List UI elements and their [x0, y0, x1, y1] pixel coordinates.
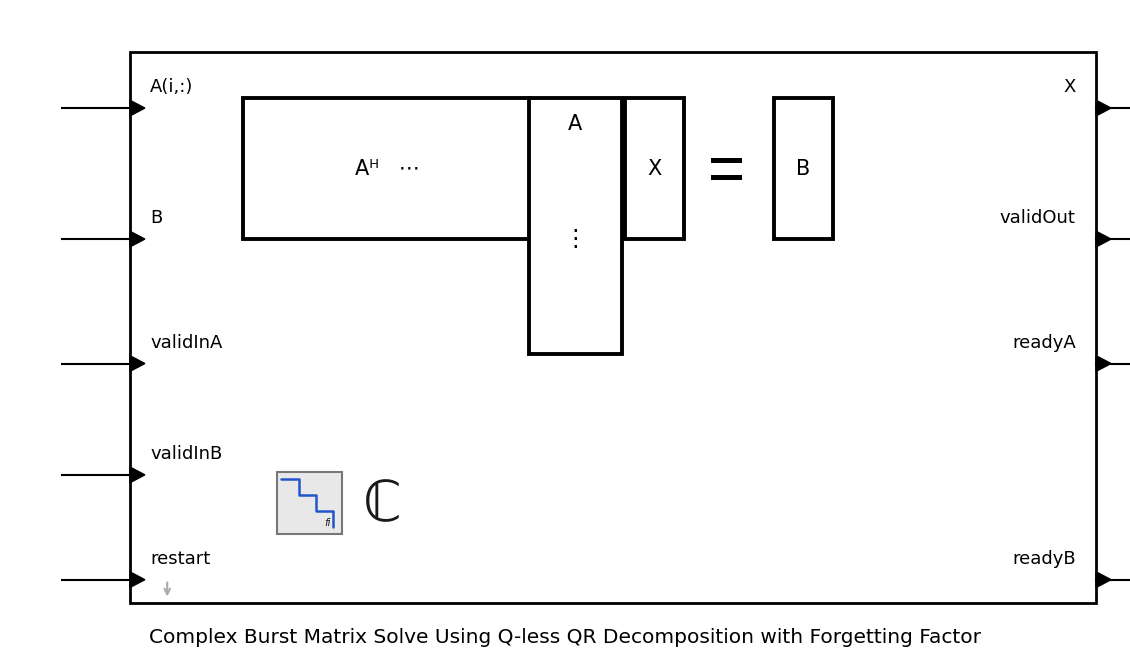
Text: restart: restart [150, 550, 210, 568]
Text: A: A [568, 115, 582, 134]
Bar [529, 98, 622, 354]
Text: A(i,:): A(i,:) [150, 79, 193, 96]
Polygon shape [130, 467, 145, 483]
Polygon shape [1096, 231, 1111, 247]
Text: readyA: readyA [1012, 334, 1076, 352]
Polygon shape [1096, 572, 1111, 588]
Bar [774, 98, 833, 239]
Bar [130, 52, 1096, 603]
Polygon shape [130, 572, 145, 588]
Text: ℂ: ℂ [363, 479, 401, 533]
Text: Complex Burst Matrix Solve Using Q-less QR Decomposition with Forgetting Factor: Complex Burst Matrix Solve Using Q-less … [149, 628, 981, 647]
Text: X: X [1063, 79, 1076, 96]
Polygon shape [1096, 356, 1111, 371]
Text: validInA: validInA [150, 334, 223, 352]
Text: B: B [797, 159, 810, 179]
Text: B: B [150, 210, 163, 227]
Text: validInB: validInB [150, 445, 223, 463]
Polygon shape [1096, 100, 1111, 116]
Polygon shape [130, 100, 145, 116]
Polygon shape [130, 356, 145, 371]
Text: readyB: readyB [1012, 550, 1076, 568]
Bar [277, 472, 342, 534]
Text: validOut: validOut [1000, 210, 1076, 227]
Bar [243, 98, 531, 239]
Bar [625, 98, 684, 239]
Text: fi: fi [324, 517, 331, 528]
Bar [711, 174, 742, 179]
Text: Aᴴ   ⋯: Aᴴ ⋯ [355, 159, 419, 179]
Text: X: X [647, 159, 661, 179]
Polygon shape [130, 231, 145, 247]
Text: ⋮: ⋮ [564, 227, 586, 251]
Bar [711, 157, 742, 162]
